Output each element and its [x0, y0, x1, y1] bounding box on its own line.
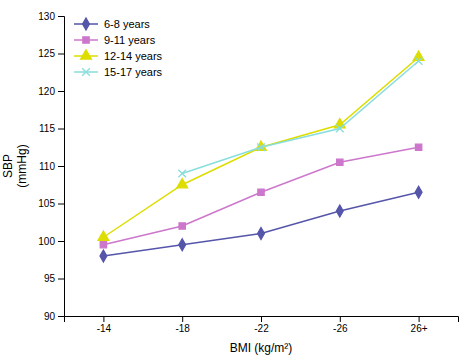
series — [100, 186, 422, 262]
y-tick-mark — [58, 54, 64, 55]
x-tick-label: -14 — [97, 323, 112, 334]
y-axis-line — [58, 17, 65, 317]
marker — [336, 125, 344, 133]
y-tick-mark — [58, 166, 64, 167]
y-tick: 130 — [38, 11, 64, 22]
y-tick-mark — [58, 91, 64, 92]
legend-marker — [83, 18, 90, 30]
marker — [100, 242, 106, 248]
marker — [258, 189, 264, 195]
line — [103, 57, 418, 237]
y-tick: 125 — [38, 48, 64, 59]
marker — [334, 119, 345, 128]
legend-marker — [82, 68, 90, 76]
marker — [415, 186, 422, 198]
legend-item: 6-8 years — [74, 18, 150, 30]
y-axis-title-line: SBP — [1, 154, 15, 178]
legend-label: 15-17 years — [104, 66, 163, 78]
y-tick-label: 110 — [39, 161, 55, 172]
line — [103, 147, 418, 245]
marker — [258, 228, 265, 240]
y-tick: 100 — [38, 236, 64, 247]
x-tick-mark — [103, 316, 104, 322]
y-tick-label: 120 — [38, 86, 55, 97]
line — [182, 61, 418, 174]
y-tick-label: 105 — [38, 198, 55, 209]
x-tick-mark — [182, 316, 183, 322]
legend-label: 12-14 years — [104, 50, 163, 62]
marker — [415, 144, 421, 150]
legend-label: 6-8 years — [104, 18, 150, 30]
marker — [179, 239, 186, 251]
x-tick-label: -22 — [254, 323, 269, 334]
x-tick-label: -26 — [333, 323, 348, 334]
y-axis-title: SBP(mmHg) — [1, 144, 29, 187]
y-tick-mark — [58, 279, 64, 280]
legend-marker — [83, 37, 89, 43]
y-tick: 90 — [44, 311, 64, 322]
x-axis-title: BMI (kg/m²) — [230, 341, 293, 355]
legend: 6-8 years 9-11 years 12-14 years 15-17 year… — [74, 18, 163, 78]
y-axis-title-line: (mmHg) — [15, 144, 29, 187]
chart: 90 95 100 105 110 115 120 125 130 -14 -18 -22 -26 26+… — [0, 0, 474, 362]
marker — [337, 159, 343, 165]
y-tick-label: 100 — [38, 236, 55, 247]
y-axis: 90 95 100 105 110 115 120 125 130 — [38, 11, 64, 322]
marker — [177, 179, 188, 188]
x-tick: -18 — [175, 316, 190, 334]
series — [178, 57, 422, 177]
legend-item: 15-17 years — [74, 66, 163, 78]
legend-item: 12-14 years — [74, 50, 163, 62]
y-tick-label: 90 — [44, 311, 56, 322]
marker — [413, 51, 424, 60]
marker — [257, 143, 265, 151]
y-tick-label: 130 — [38, 11, 55, 22]
marker — [415, 57, 423, 65]
y-tick-label: 115 — [39, 123, 55, 134]
x-axis-line — [65, 317, 459, 323]
legend-label: 9-11 years — [104, 34, 156, 46]
x-tick-label: 26+ — [411, 323, 428, 334]
x-tick-mark — [261, 316, 262, 322]
y-tick: 105 — [38, 198, 64, 209]
marker — [178, 170, 186, 178]
x-tick: -26 — [333, 316, 348, 334]
marker — [98, 231, 109, 240]
y-tick: 120 — [38, 86, 64, 97]
plot: 90 95 100 105 110 115 120 125 130 -14 -18 -22 -26 26+… — [1, 11, 459, 355]
y-tick-mark — [58, 241, 64, 242]
x-tick: -22 — [254, 316, 269, 334]
x-axis: -14 -18 -22 -26 26+ — [65, 316, 459, 334]
y-tick-label: 125 — [38, 48, 55, 59]
legend-marker — [81, 50, 92, 59]
y-tick: 95 — [44, 273, 64, 284]
line — [103, 192, 418, 256]
marker — [336, 205, 343, 217]
y-tick: 115 — [39, 123, 64, 134]
x-tick-label: -18 — [175, 323, 190, 334]
series — [98, 51, 424, 240]
marker — [100, 250, 107, 262]
x-tick: 26+ — [411, 316, 428, 334]
y-tick-label: 95 — [44, 273, 56, 284]
y-tick: 110 — [39, 161, 64, 172]
marker — [179, 223, 185, 229]
legend-item: 9-11 years — [74, 34, 156, 46]
series — [100, 144, 422, 248]
y-tick-mark — [58, 204, 64, 205]
y-tick-mark — [58, 316, 64, 317]
x-tick: -14 — [97, 316, 112, 334]
y-tick-mark — [58, 16, 64, 17]
x-tick-mark — [419, 316, 420, 322]
y-tick-mark — [58, 129, 64, 130]
marks — [98, 51, 424, 262]
x-tick-mark — [340, 316, 341, 322]
